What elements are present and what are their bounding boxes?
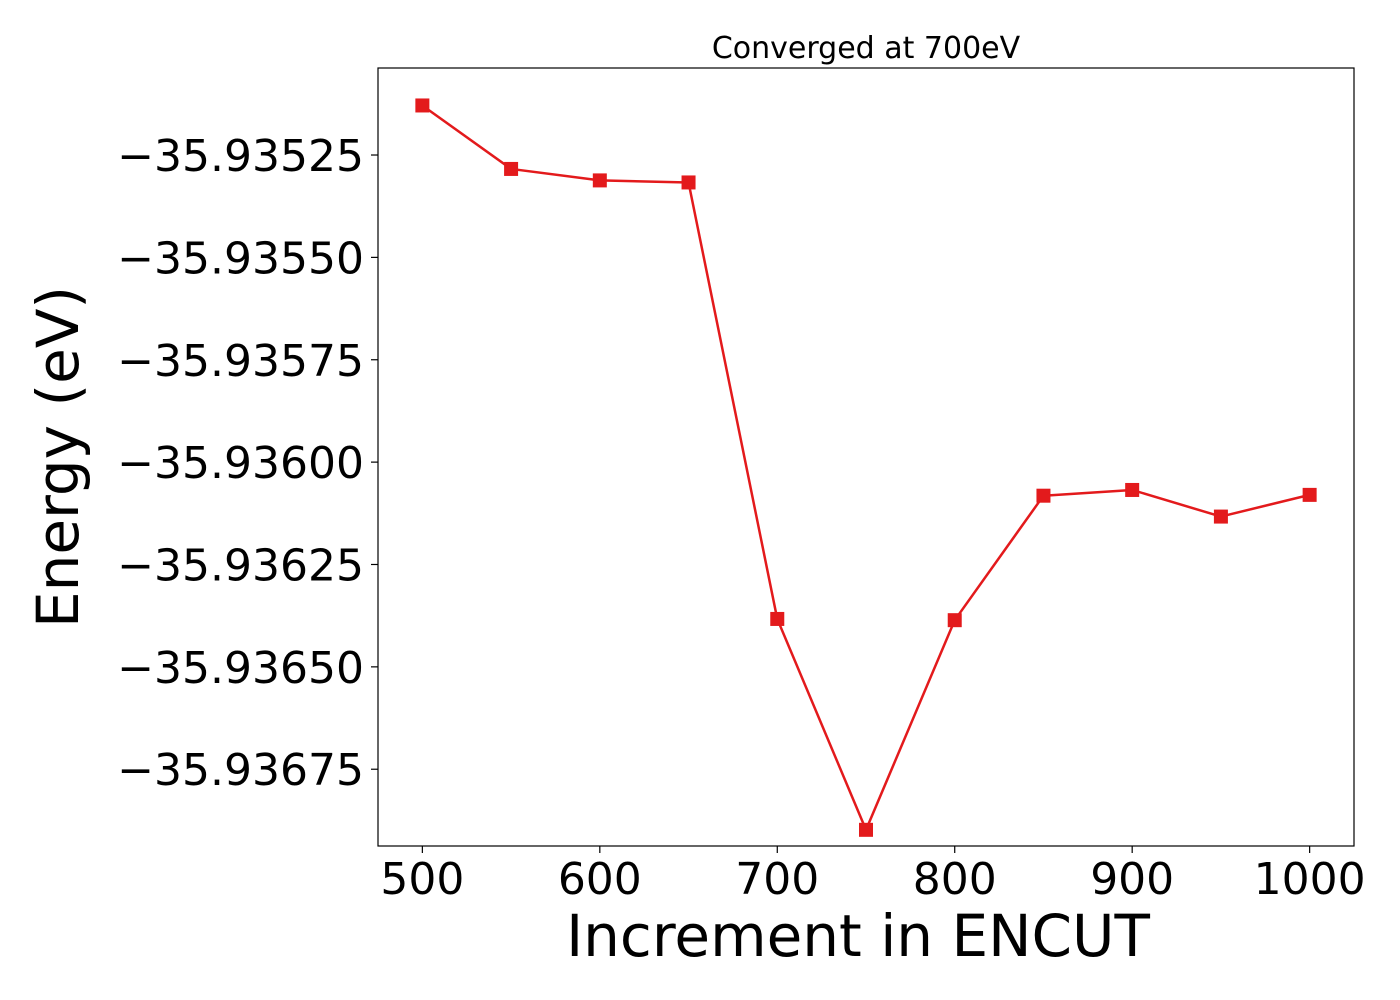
data-point-marker bbox=[504, 161, 519, 176]
data-point-marker bbox=[770, 611, 785, 626]
y-tick-label: −35.93625 bbox=[117, 540, 364, 591]
x-tick-label: 800 bbox=[913, 854, 997, 905]
x-tick-label: 500 bbox=[380, 854, 464, 905]
data-point-marker bbox=[947, 613, 962, 628]
data-point-marker bbox=[1302, 487, 1317, 502]
plot-area bbox=[377, 67, 1355, 847]
data-point-marker bbox=[592, 173, 607, 188]
data-point-marker bbox=[1125, 482, 1140, 497]
data-point-marker bbox=[681, 175, 696, 190]
y-tick-label: −35.93575 bbox=[117, 336, 364, 387]
data-point-marker bbox=[415, 98, 430, 113]
chart-title: Converged at 700eV bbox=[712, 31, 1021, 66]
y-axis-label: Energy (eV) bbox=[24, 286, 92, 628]
y-tick-label: −35.93550 bbox=[117, 233, 364, 284]
y-axis: −35.93525 −35.93550 −35.93575 −35.93600 −35.… bbox=[117, 131, 378, 796]
data-point-marker bbox=[859, 822, 873, 837]
data-point-marker bbox=[1213, 509, 1228, 524]
y-tick-label: −35.93650 bbox=[117, 643, 364, 694]
x-tick-label: 700 bbox=[735, 854, 819, 905]
y-tick-label: −35.93525 bbox=[117, 131, 364, 182]
x-axis-label: Increment in ENCUT bbox=[566, 902, 1150, 970]
x-tick-label: 600 bbox=[558, 854, 642, 905]
y-tick-label: −35.93600 bbox=[117, 438, 364, 489]
y-tick-label: −35.93675 bbox=[117, 745, 364, 796]
x-tick-label: 900 bbox=[1090, 854, 1174, 905]
series-layer bbox=[415, 98, 1317, 837]
x-tick-label: 1000 bbox=[1254, 854, 1366, 905]
x-axis: 500 600 700 800 900 1000 bbox=[380, 846, 1366, 905]
data-point-marker bbox=[1036, 488, 1051, 503]
